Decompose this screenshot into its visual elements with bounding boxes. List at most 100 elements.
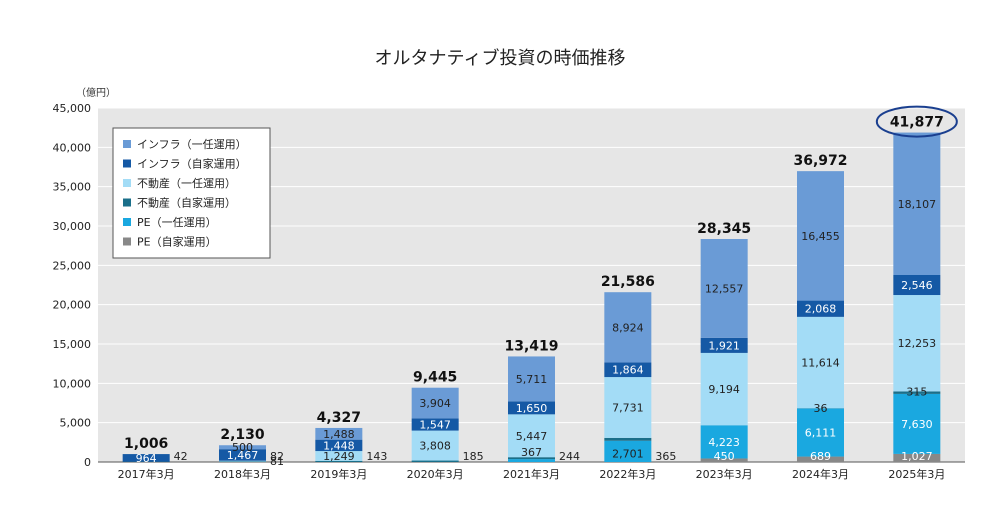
bar-segment (508, 459, 555, 462)
highlight-ellipse (875, 105, 958, 138)
bar-segment (700, 352, 748, 426)
bar-segment (797, 300, 844, 317)
legend-label: インフラ（一任運用） (137, 138, 247, 151)
bar-segment-label: 6,111 (805, 427, 837, 440)
total-label: 4,327 (317, 410, 361, 426)
bar-segment (893, 393, 941, 454)
x-axis-ticks: 2017年3月 2018年3月 2019年3月 2020年3月 2021年3月 2022年… (118, 467, 946, 481)
total-label: 41,877 (890, 115, 944, 131)
total-label: 9,445 (413, 370, 457, 386)
legend-label: PE（自家運用） (137, 235, 217, 249)
x-tick-label: 2023年3月 (696, 467, 753, 481)
bar-segment (315, 460, 363, 462)
bar-segment-label: 3,904 (419, 397, 451, 410)
bar-segment-label: 500 (232, 441, 253, 454)
bar-segment-label: 1,921 (708, 339, 740, 352)
bar-segment-label: 1,488 (323, 428, 355, 441)
bar-segment-label: 8,924 (612, 321, 644, 334)
bar-segment (604, 377, 652, 438)
legend-swatch (123, 218, 131, 226)
bar-segment-label: 964 (136, 452, 157, 465)
bar-segment (700, 458, 748, 462)
bar-segment (700, 425, 748, 459)
bar-segment (411, 460, 459, 462)
bar-segment (797, 316, 844, 409)
bar-segment-label: 12,557 (705, 282, 744, 295)
bar-segment (411, 418, 459, 431)
bar-segment-label: 82 (270, 450, 284, 463)
bar-segment (508, 401, 555, 415)
bar-segment-label: 12,253 (898, 337, 937, 350)
bar-segment (122, 454, 170, 462)
bar-segment-label: 185 (463, 450, 484, 463)
bar-segment (700, 337, 748, 353)
bar-segment-label: 18,107 (898, 198, 937, 211)
legend-swatch (123, 159, 131, 168)
bar-segment (893, 132, 941, 276)
bar-segment-label: 1,650 (516, 402, 548, 415)
bar-segment (508, 457, 555, 460)
x-tick-label: 2019年3月 (310, 467, 367, 481)
legend-label: PE（一任運用） (137, 216, 217, 229)
legend-label: 不動産（自家運用） (137, 196, 236, 210)
bar-segment-label: 1,448 (323, 439, 355, 452)
bar-segment (219, 461, 266, 462)
legend-label: インフラ（自家運用） (137, 157, 247, 171)
bar-segment-label: 5,711 (516, 373, 548, 386)
bar-segment (315, 427, 363, 440)
bar-segment (508, 356, 555, 402)
x-tick-label: 2024年3月 (792, 467, 849, 481)
bar-segment-label: 36 (814, 402, 828, 415)
y-tick-label: 0 (84, 456, 91, 469)
legend-box (112, 127, 271, 259)
bar-segment-label: 1,467 (227, 449, 259, 462)
bar-segment-label: 2,068 (805, 303, 837, 316)
legend-label: 不動産（一任運用） (137, 176, 236, 190)
bar-segment (411, 430, 459, 461)
chart-title: オルタナティブ投資の時価推移 (375, 47, 626, 69)
bar-segment-label: 365 (655, 450, 676, 463)
bar-segment-label: 7,731 (612, 401, 644, 414)
bar-segment (797, 408, 844, 457)
bar-segment (219, 445, 266, 450)
y-tick-label: 20,000 (53, 299, 92, 312)
x-tick-label: 2018年3月 (214, 467, 271, 481)
bar-segment (411, 387, 459, 419)
bar-segment-label: 1,547 (419, 419, 451, 432)
bar-segment (797, 456, 844, 462)
x-tick-label: 2025年3月 (888, 467, 945, 481)
total-label: 28,345 (697, 221, 751, 237)
legend-swatch (123, 198, 131, 207)
y-tick-label: 35,000 (53, 181, 92, 194)
total-label: 2,130 (220, 427, 265, 443)
bar-segment-label: 81 (270, 455, 284, 468)
bar-segment (315, 439, 363, 452)
bar-segment-label: 11,614 (801, 357, 840, 370)
bar-segment-label: 16,455 (801, 230, 840, 243)
legend-swatch (123, 179, 131, 187)
bar-segment (893, 295, 941, 392)
y-tick-label: 30,000 (53, 220, 92, 233)
y-tick-label: 15,000 (53, 338, 92, 351)
bar-segment-label: 143 (366, 450, 387, 463)
bar-segment (797, 171, 844, 301)
bar-segment (508, 414, 555, 458)
total-labels: 1,006 2,130 4,327 9,445 13,419 21,586 28,345 36… (124, 105, 958, 452)
bar-segment-label: 315 (906, 385, 927, 398)
bar-segment-label: 450 (714, 450, 735, 463)
x-tick-label: 2021年3月 (503, 467, 560, 481)
bar-segment-label: 4,223 (708, 436, 740, 449)
bar-segment (893, 453, 941, 462)
bar-segment (219, 449, 266, 461)
y-tick-label: 10,000 (53, 377, 92, 390)
bar-segment-label: 1,027 (901, 450, 933, 463)
bar-segment-label: 244 (559, 450, 580, 463)
x-tick-label: 2022年3月 (599, 467, 656, 481)
bar-segment-label: 7,630 (901, 418, 933, 431)
bar-segment (604, 292, 652, 363)
bar-segment-label: 1,864 (612, 364, 644, 377)
bar-segment (315, 451, 363, 461)
bar-segment-label: 367 (521, 446, 542, 459)
